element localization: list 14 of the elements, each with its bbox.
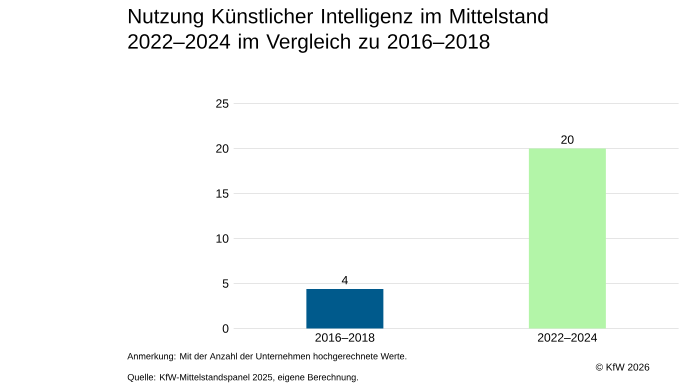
data-label: 20 [561, 135, 574, 144]
y-tick-label: 5 [222, 279, 228, 288]
text: © KfW 2026 [596, 363, 650, 371]
chart-title: Nutzung Künstlicher Intelligenz im Mittelstand 2022–2024 im Vergleich zu 2016–2018 [128, 8, 548, 53]
y-tick-label: 10 [216, 234, 228, 243]
x-tick-label: 2022–2024 [538, 333, 598, 342]
y-tick-label: 20 [216, 144, 228, 153]
y-tick-label: 25 [216, 99, 228, 108]
source-note: Quelle: KfW-Mittelstandspanel 2025, eigene Berechnung. [128, 374, 358, 382]
x-tick-label: 2016–2018 [315, 333, 374, 342]
data-label: 4 [342, 276, 348, 284]
y-tick-label: 15 [216, 189, 228, 198]
y-tick-label: 0 [222, 324, 228, 333]
text: Anmerkung: Mit der Anzahl der Unternehmen hochgerechnete Werte. [127, 352, 406, 362]
